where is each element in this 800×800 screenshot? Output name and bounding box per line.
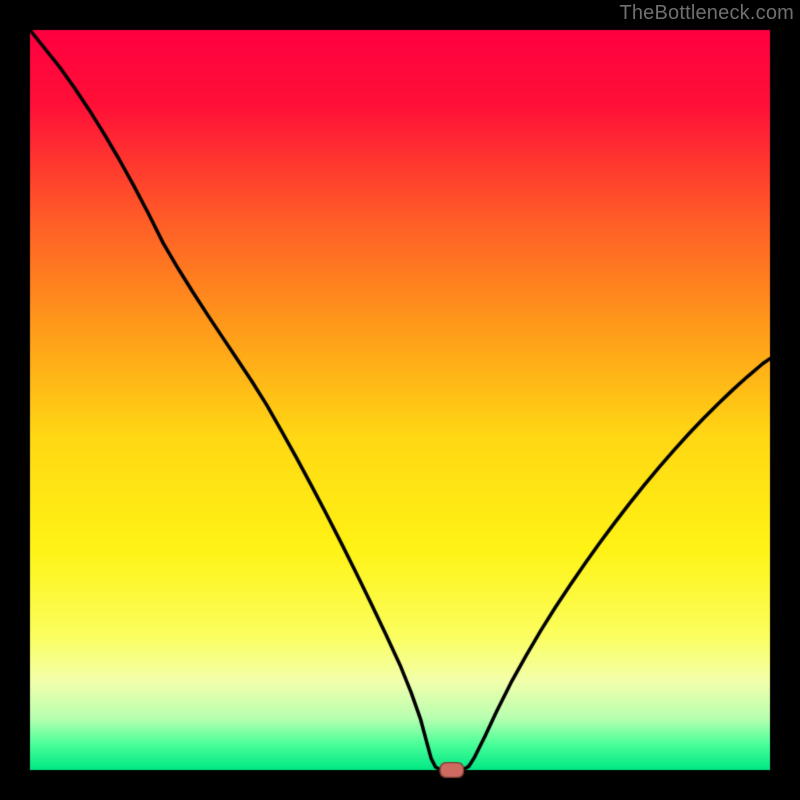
watermark-label: TheBottleneck.com [619,2,794,25]
chart-root: TheBottleneck.com [0,0,800,800]
bottleneck-curve [0,0,800,800]
